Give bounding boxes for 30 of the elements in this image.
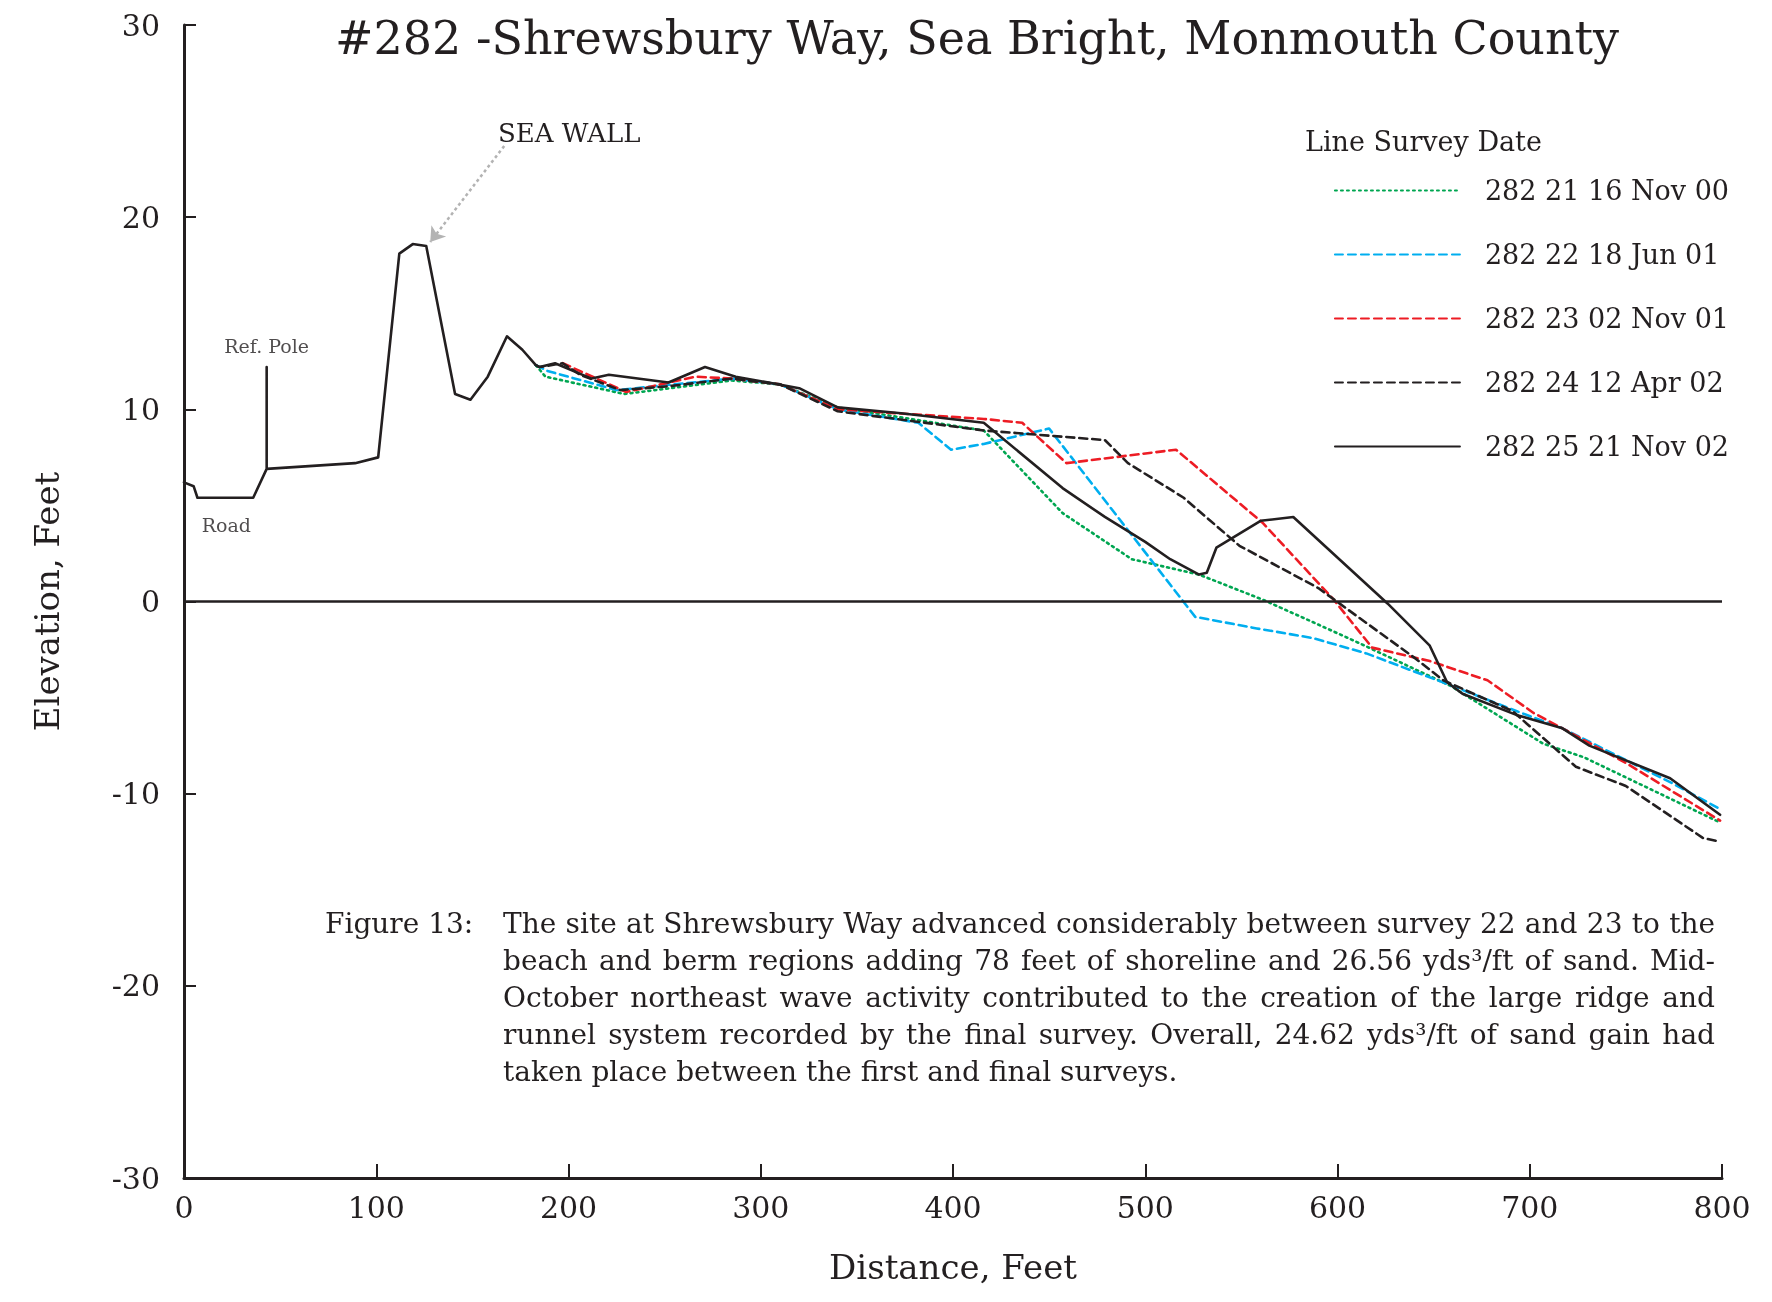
y-tick-label: 20 xyxy=(121,199,160,235)
annotation: Ref. Pole xyxy=(224,334,310,357)
annotation: SEA WALL xyxy=(497,118,641,149)
chart-title: #282 -Shrewsbury Way, Sea Bright, Monmouth County xyxy=(334,11,1620,65)
x-tick-label: 800 xyxy=(1693,1189,1751,1225)
x-tick-label: 200 xyxy=(539,1189,598,1225)
legend-label: 282 25 21 Nov 02 xyxy=(1484,431,1730,462)
y-tick-label: 30 xyxy=(121,7,160,43)
legend-title: Line Survey Date xyxy=(1305,126,1542,157)
x-tick-label: 600 xyxy=(1308,1189,1367,1225)
y-axis-title: Elevation, Feet xyxy=(27,471,67,732)
annotation: Figure 13: xyxy=(325,906,475,942)
y-tick-label: 0 xyxy=(140,584,160,619)
y-tick-label: 10 xyxy=(121,391,160,427)
x-tick-label: 0 xyxy=(174,1189,194,1225)
legend-label: 282 24 12 Apr 02 xyxy=(1484,367,1724,398)
annotation: The site at Shrewsbury Way advanced considerably between survey 22 and 23 to the beach and berm regions adding 78 feet of shoreline and 26.56 yds³/ft of sand. Mid-October northeast wave activity contributed to the creation of the large ridge and runnel system recorded by the final survey. Overall, 24.62 yds³/ft of sand gain had taken place between the first and final surveys. xyxy=(503,906,1715,1090)
y-tick-label: -30 xyxy=(111,1160,160,1196)
annotation: Road xyxy=(201,514,251,537)
x-tick-label: 700 xyxy=(1501,1189,1559,1225)
legend-label: 282 23 02 Nov 01 xyxy=(1484,303,1730,334)
x-tick-label: 500 xyxy=(1116,1189,1174,1225)
x-tick-label: 400 xyxy=(924,1189,982,1225)
legend-label: 282 21 16 Nov 00 xyxy=(1484,175,1730,206)
x-axis-title: Distance, Feet xyxy=(829,1247,1078,1287)
y-tick-label: -20 xyxy=(111,968,160,1004)
x-tick-label: 300 xyxy=(732,1189,790,1225)
y-tick-label: -10 xyxy=(111,776,160,812)
legend-label: 282 22 18 Jun 01 xyxy=(1484,239,1720,270)
x-tick-label: 100 xyxy=(347,1189,405,1225)
